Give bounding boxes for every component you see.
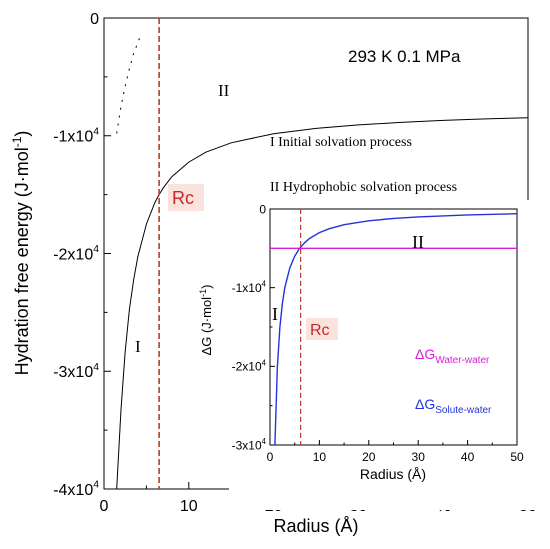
y-tick-label: -1x104 <box>232 280 267 295</box>
y-tick-label: -4x104 <box>53 480 99 499</box>
y-tick-label: -3x104 <box>232 437 267 452</box>
series-solute-water-line <box>274 213 518 446</box>
x-tick-label: 20 <box>362 450 376 464</box>
inset-y-axis-title: ΔG (J·mol-1) <box>198 285 214 356</box>
inset-y-axis-title-text: ΔG (J·mol <box>199 297 214 356</box>
inset-chart: 0 10 20 30 40 50 0 -1x104 -2x104 -3x104 II I Rc Δ… <box>198 200 541 510</box>
y-tick-label: -2x104 <box>232 358 267 373</box>
legend-hydrophobic-solvation: II Hydrophobic solvation process <box>270 180 457 195</box>
legend-solute-water: ΔGSolute-water <box>415 396 492 416</box>
x-tick-label: 0 <box>100 498 109 515</box>
inset-y-axis-title-sup: -1 <box>198 289 208 297</box>
legend-solute-water-sub: Solute-water <box>435 405 492 416</box>
series-0-line <box>116 117 529 490</box>
region-ii-label: II <box>218 81 230 100</box>
inset-x-axis-title: Radius (Å) <box>360 466 426 482</box>
legend-water-water-main: ΔG <box>415 346 435 362</box>
inset-background <box>229 200 541 510</box>
legend-water-water-sub: Water-water <box>435 355 490 366</box>
region-i-label: I <box>135 337 141 356</box>
conditions-label: 293 K 0.1 MPa <box>348 47 461 66</box>
rc-label: Rc <box>172 188 194 208</box>
x-tick-label: 0 <box>267 450 274 464</box>
inset-region-ii-label: II <box>412 232 424 252</box>
inset-rc-label: Rc <box>310 322 330 339</box>
rc-label-background <box>168 184 204 211</box>
inset-region-i-label: I <box>272 304 278 324</box>
inset-rc-label-background <box>306 318 338 340</box>
main-y-axis-title-sup: -1 <box>10 136 24 147</box>
main-x-axis-title: Radius (Å) <box>273 516 358 536</box>
y-tick-label: -1x104 <box>53 126 99 145</box>
y-tick-label: 0 <box>90 11 99 28</box>
inset-y-axis-title-close: ) <box>199 285 214 289</box>
upper-dashed-curve <box>116 37 141 134</box>
x-tick-label: 30 <box>412 450 426 464</box>
legend-initial-solvation: I Initial solvation process <box>270 135 412 150</box>
main-y-axis-title: Hydration free energy (J·mol-1) <box>10 131 32 376</box>
y-tick-label: -3x104 <box>53 362 99 381</box>
x-tick-label: 10 <box>180 498 198 515</box>
x-tick-label: 40 <box>461 450 475 464</box>
x-tick-label: 10 <box>313 450 327 464</box>
y-tick-label: 0 <box>259 202 266 216</box>
main-y-axis-title-text: Hydration free energy (J·mol <box>12 147 32 375</box>
legend-solute-water-main: ΔG <box>415 396 435 412</box>
y-tick-label: -2x104 <box>53 244 99 263</box>
legend-water-water: ΔGWater-water <box>415 346 490 366</box>
x-tick-label: 50 <box>510 450 524 464</box>
main-y-axis-title-close: ) <box>12 131 32 137</box>
